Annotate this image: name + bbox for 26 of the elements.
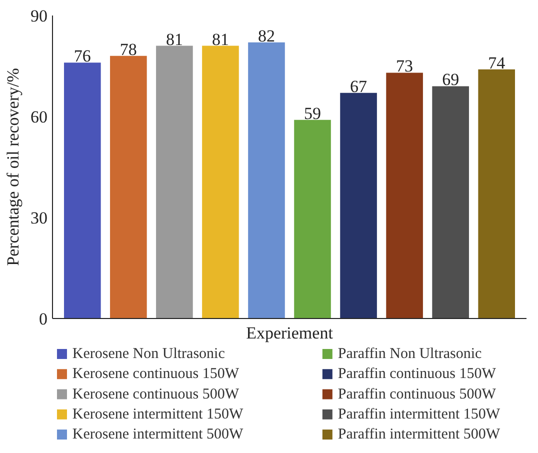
legend-label: Paraffin Non Ultrasonic	[338, 346, 482, 362]
data-label: 82	[258, 26, 275, 46]
legend-label: Paraffin continuous 500W	[338, 386, 497, 402]
data-label: 81	[166, 30, 183, 49]
data-label: 78	[120, 40, 137, 59]
legend-label: Paraffin intermittent 500W	[338, 426, 501, 443]
legend-label: Paraffin continuous 150W	[338, 366, 497, 382]
legend-label: Kerosene intermittent 150W	[72, 406, 244, 422]
legend-label: Kerosene intermittent 500W	[72, 426, 244, 443]
data-label: 74	[488, 53, 506, 72]
legend-label: Kerosene continuous 500W	[72, 386, 240, 402]
x-axis-title: Experiement	[246, 324, 334, 342]
y-axis-title: Percentage of oil recovery/%	[4, 68, 22, 266]
y-tick-label: 0	[39, 310, 48, 328]
y-tick-label: 90	[30, 6, 48, 26]
y-tick-label: 30	[30, 208, 48, 228]
data-label: 81	[212, 30, 229, 49]
legend-label: Kerosene Non Ultrasonic	[72, 346, 226, 362]
data-label: 73	[396, 56, 414, 76]
y-tick-label: 60	[30, 108, 48, 126]
data-label: 69	[442, 70, 460, 90]
data-label: 59	[304, 104, 322, 123]
data-label: 76	[74, 46, 91, 66]
legend-label: Paraffin intermittent 150W	[338, 406, 501, 422]
data-label: 67	[350, 76, 368, 96]
legend-label: Kerosene continuous 150W	[72, 366, 240, 382]
